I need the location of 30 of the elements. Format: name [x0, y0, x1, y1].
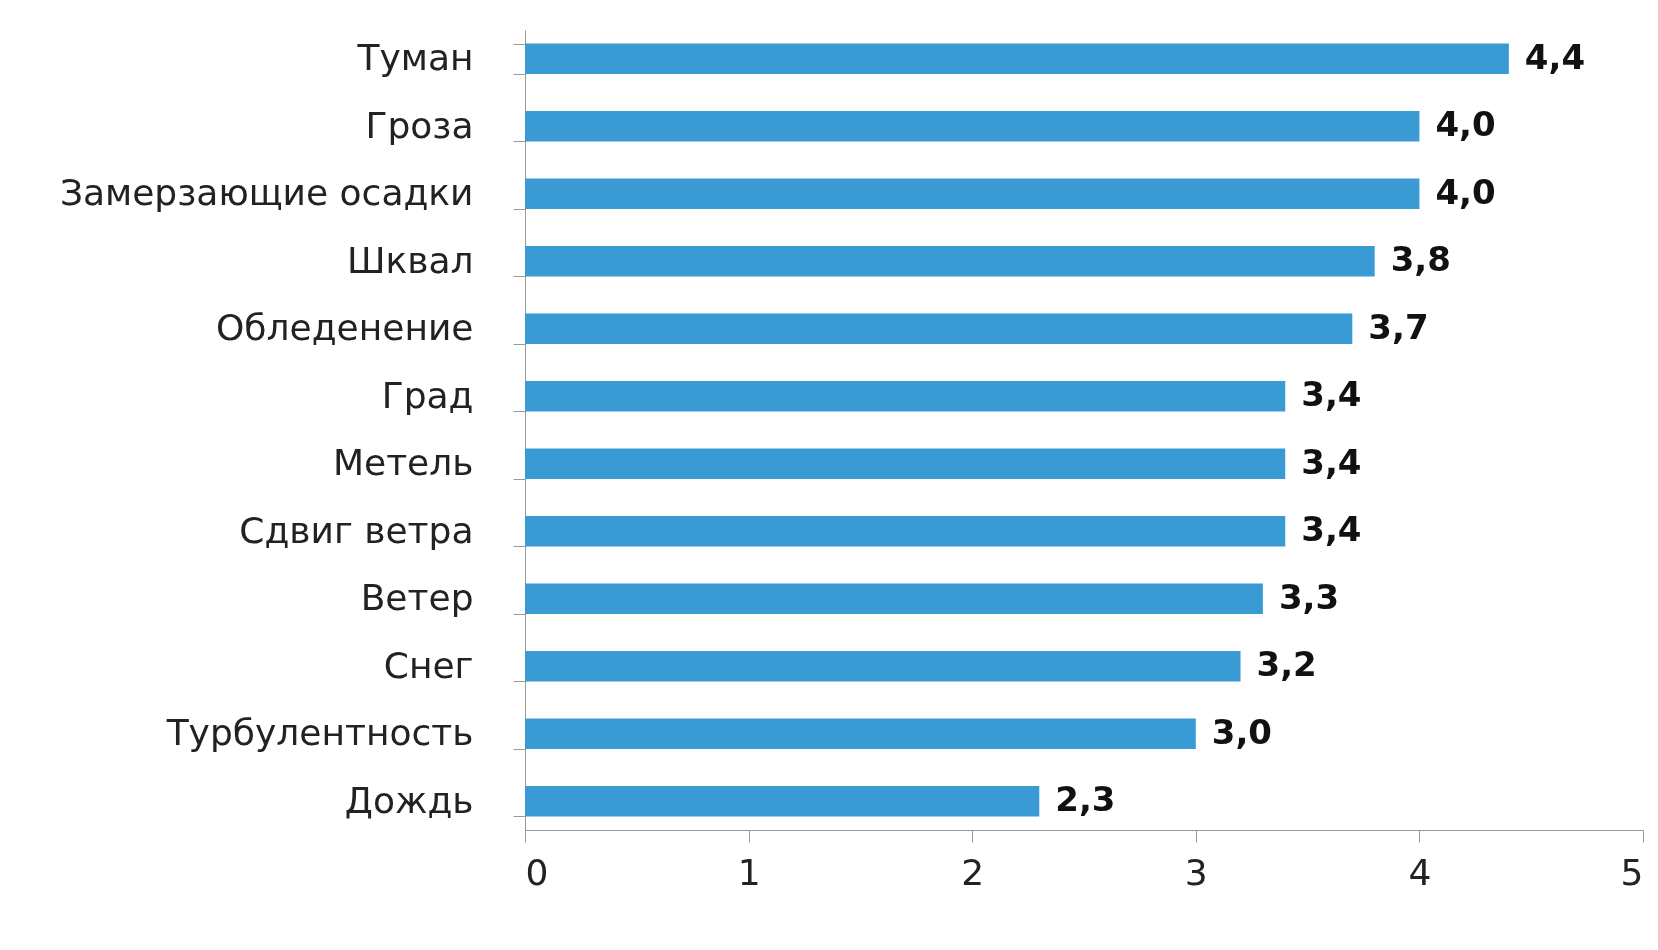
x-tick-label: 3 — [1184, 851, 1208, 893]
y-tick-label: Замерзающие осадки — [59, 172, 474, 214]
y-tick-label: Метель — [332, 442, 474, 484]
data-label: 3,8 — [1390, 239, 1451, 280]
y-tick-label: Туман — [356, 37, 474, 79]
data-label: 2,3 — [1055, 779, 1116, 820]
y-tick-label: Гроза — [365, 104, 474, 146]
y-tick-label: Турбулентность — [165, 712, 474, 754]
data-label: 3,7 — [1368, 306, 1429, 347]
y-tick-label: Град — [381, 374, 474, 416]
data-label: 3,4 — [1301, 374, 1362, 415]
y-tick-label: Обледенение — [215, 307, 474, 349]
data-label: 3,0 — [1211, 711, 1273, 752]
x-tick-label: 2 — [961, 851, 985, 893]
data-label: 4,0 — [1435, 104, 1496, 145]
data-label: 4,0 — [1435, 171, 1496, 212]
x-tick-label: 5 — [1620, 851, 1644, 893]
data-label: 3,3 — [1278, 576, 1340, 617]
x-tick-label: 0 — [525, 851, 549, 893]
data-label: 4,4 — [1524, 36, 1586, 77]
y-tick-label: Сдвиг ветра — [239, 509, 474, 551]
data-label: 3,2 — [1256, 644, 1317, 685]
y-tick-label: Снег — [383, 644, 474, 686]
data-label: 3,4 — [1301, 441, 1362, 482]
x-tick-label: 1 — [737, 851, 761, 893]
y-tick-label: Шквал — [346, 239, 474, 281]
y-tick-label: Дождь — [344, 779, 474, 821]
data-label: 3,4 — [1301, 509, 1362, 550]
y-tick-label: Ветер — [360, 577, 474, 619]
x-tick-label: 4 — [1408, 851, 1432, 893]
